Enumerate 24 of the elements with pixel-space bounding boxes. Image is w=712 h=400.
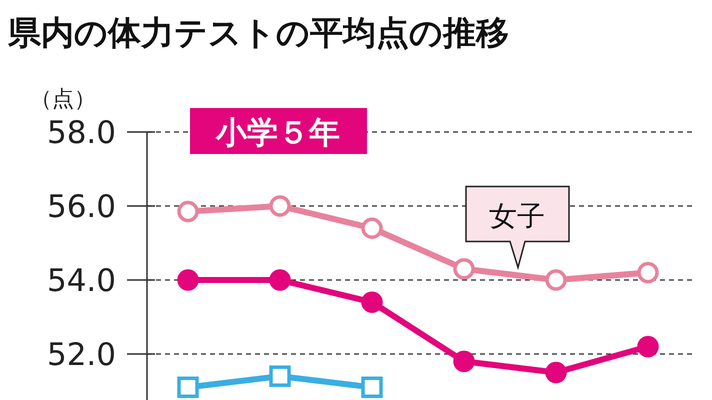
y-tick-label: 58.0 [46,115,116,151]
point [545,269,567,291]
point [269,195,291,217]
point [361,291,383,313]
point [269,365,291,387]
point [545,362,567,384]
y-tick-label: 54.0 [46,263,116,299]
point [637,336,659,358]
annotation: 小学５年 [215,115,340,151]
point [177,269,199,291]
point [361,217,383,239]
callout: 女子 [465,186,570,270]
y-tick-label: 52.0 [46,337,116,373]
point [177,376,199,398]
point [269,269,291,291]
point [177,200,199,222]
y-tick-label: 56.0 [46,189,116,225]
point [361,376,383,398]
y-axis-title: （点） [30,87,96,112]
point [453,258,475,280]
point [637,262,659,284]
chart-title: 県内の体力テストの平均点の推移 [7,13,509,52]
point [453,350,475,372]
series-label: 女子 [489,199,545,232]
